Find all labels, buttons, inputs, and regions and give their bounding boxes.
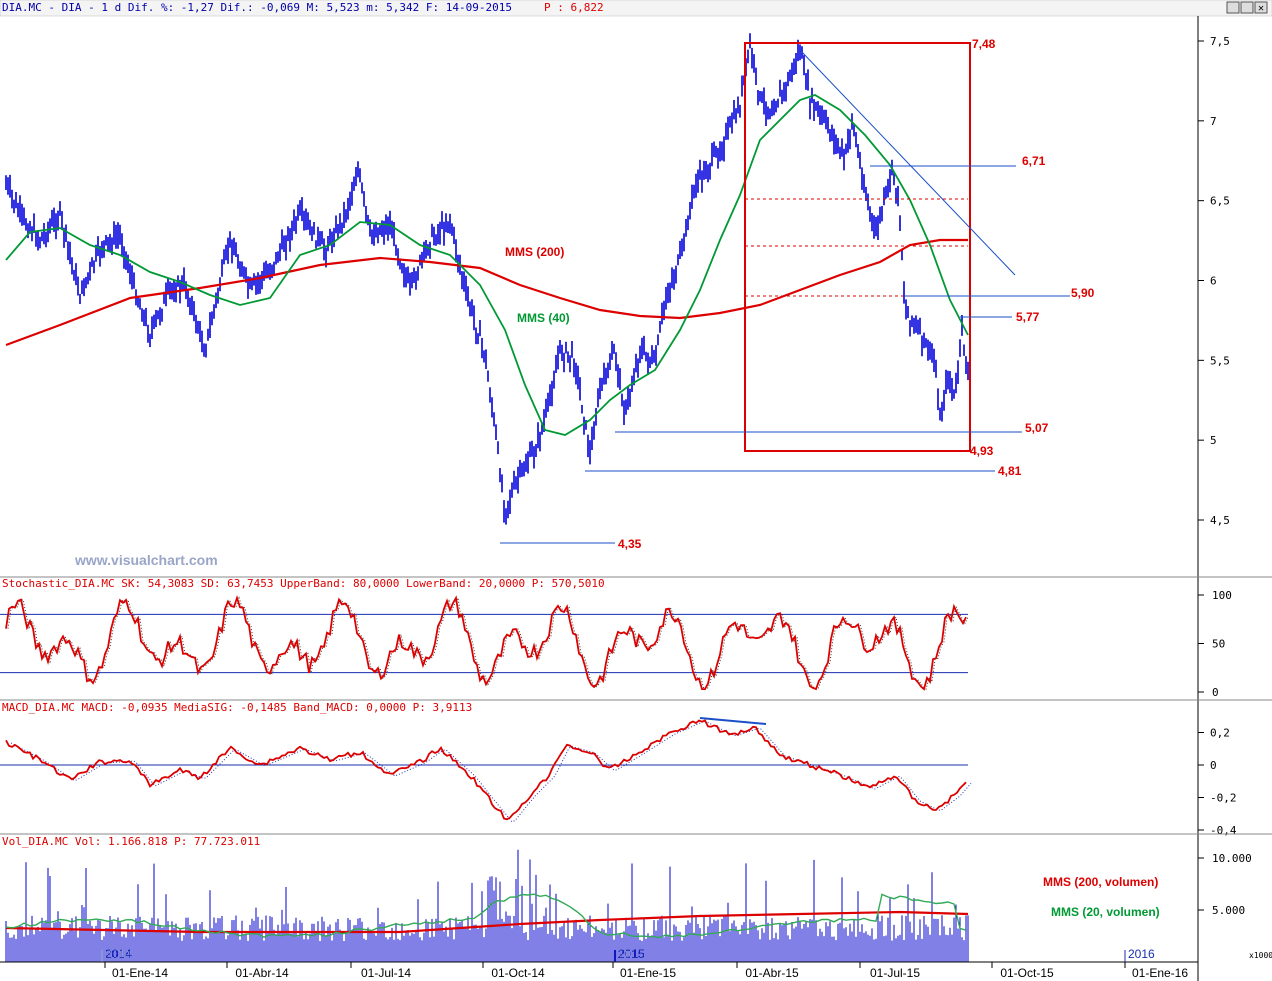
volume-header: Vol_DIA.MC Vol: 1.166.818 P: 77.723.011: [2, 835, 260, 848]
macd-tick-label: -0,4: [1210, 824, 1237, 837]
range-box: [744, 42, 971, 452]
macd-panel: 0,2 0 -0,2 -0,4: [0, 719, 1237, 837]
macd-series: [5, 719, 967, 821]
stoch-sd-series: [7, 596, 969, 691]
price-annotation: 5,77: [1016, 310, 1040, 324]
price-tick-label: 6: [1210, 275, 1217, 288]
time-label: 01-Ene-16: [1132, 966, 1188, 980]
price-annotation: 4,81: [998, 464, 1022, 478]
stoch-tick-label: 0: [1212, 686, 1219, 699]
time-label: 01-Jul-14: [361, 966, 411, 980]
volume-tick-label: 5.000: [1212, 904, 1245, 917]
year-label: 2015: [618, 947, 645, 961]
trendline: [799, 49, 1016, 276]
macd-header: MACD_DIA.MC MACD: -0,0935 MediaSIG: -0,1…: [2, 701, 472, 714]
time-label: 01-Abr-15: [745, 966, 799, 980]
price-annotation: 5,07: [1025, 421, 1049, 435]
stoch-sk-series: [5, 594, 967, 691]
price-annotation: 6,71: [1022, 154, 1046, 168]
price-tick-label: 7,5: [1210, 35, 1230, 48]
window-controls[interactable]: ✕: [1226, 1, 1268, 14]
time-label: 01-Ene-14: [112, 966, 168, 980]
vol-legend-200: MMS (200, volumen): [1043, 875, 1158, 889]
watermark: www.visualchart.com: [74, 552, 218, 568]
volume-unit: x1000: [1249, 951, 1272, 960]
macd-tick-label: -0,2: [1210, 792, 1237, 805]
year-label: 2016: [1128, 947, 1155, 961]
price-panel: 7,48 6,71 5,90 5,77 5,07 4,93 4,81 4,35 MMS (200…: [5, 33, 1095, 725]
mms200-label: MMS (200): [505, 245, 564, 259]
stoch-tick-label: 50: [1212, 638, 1225, 651]
time-label: 01-Jul-15: [870, 966, 920, 980]
price-tick-label: 4,5: [1210, 514, 1230, 527]
time-axis: 01-Ene-14 01-Abr-14 01-Jul-14 01-Oct-14 01-E…: [101, 947, 1188, 980]
time-label: 01-Oct-15: [1000, 966, 1054, 980]
stoch-tick-label: 100: [1212, 589, 1232, 602]
vol-mms200-series: [5, 910, 969, 934]
svg-text:✕: ✕: [1258, 3, 1264, 14]
price-tick-label: 7: [1210, 115, 1217, 128]
vol-legend-20: MMS (20, volumen): [1051, 905, 1160, 919]
stochastic-header: Stochastic_DIA.MC SK: 54,3083 SD: 63,745…: [2, 577, 605, 590]
macd-signal-series: [10, 720, 972, 823]
price-tick-label: 5: [1210, 434, 1217, 447]
volume-tick-label: 10.000: [1212, 852, 1252, 865]
chart-header: DIA.MC - DIA - 1 d Dif. %: -1,27 Dif.: -…: [2, 1, 512, 14]
mms40-series: [5, 94, 969, 436]
price-annotation: 4,35: [618, 537, 642, 551]
chart-header-p: P : 6,822: [544, 1, 604, 14]
time-label: 01-Oct-14: [491, 966, 545, 980]
year-label: 2014: [105, 947, 132, 961]
stochastic-panel: 100 50 0: [0, 589, 1232, 699]
macd-tick-label: 0: [1210, 759, 1217, 772]
price-tick-label: 6,5: [1210, 195, 1230, 208]
mms40-label: MMS (40): [517, 311, 570, 325]
volume-panel: 10.000 5.000: [5, 849, 1252, 962]
macd-divergence-line: [699, 717, 767, 725]
time-label: 01-Abr-14: [235, 966, 289, 980]
vol-mms20-series: [5, 893, 967, 939]
price-annotation: 4,93: [970, 444, 994, 458]
time-label: 01-Ene-15: [620, 966, 676, 980]
mms200-series: [5, 238, 968, 347]
price-annotation: 5,90: [1071, 286, 1095, 300]
price-annotation: 7,48: [972, 37, 996, 51]
volume-bars: [5, 849, 969, 962]
macd-tick-label: 0,2: [1210, 727, 1230, 740]
price-tick-label: 5,5: [1210, 354, 1230, 367]
price-axis: 7,5 7 6,5 6 5,5 5 4,5: [1198, 35, 1230, 527]
